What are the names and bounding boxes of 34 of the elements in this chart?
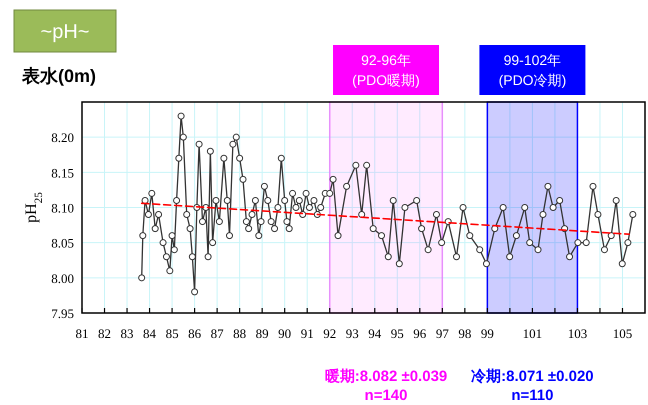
x-tick-label: 94 — [368, 326, 382, 341]
x-tick-label: 105 — [612, 326, 632, 341]
x-tick-label: 84 — [143, 326, 157, 341]
y-tick-label: 8.15 — [51, 165, 74, 180]
x-tick-label: 89 — [256, 326, 269, 341]
x-tick-label: 98 — [458, 326, 472, 341]
chart-subtitle: 表水(0m) — [21, 66, 96, 86]
chart-title: ~pH~ — [40, 21, 90, 43]
y-tick-label: 7.95 — [51, 306, 74, 321]
x-tick-label: 99 — [480, 326, 494, 341]
x-tick-label: 85 — [166, 326, 179, 341]
x-tick-label: 101 — [522, 326, 542, 341]
x-tick-label: 87 — [210, 326, 224, 341]
x-tick-label: 97 — [436, 326, 450, 341]
text: 冷期:8.071 ±0.020 n=110 — [471, 368, 594, 404]
y-tick-label: 8.05 — [51, 236, 74, 251]
x-tick-label: 86 — [188, 326, 202, 341]
y-tick-label: 8.20 — [51, 130, 74, 146]
x-tick-label: 81 — [76, 326, 88, 341]
x-tick-label: 95 — [390, 326, 404, 341]
y-tick-label: 8.10 — [51, 200, 74, 216]
y-tick-label: 8.00 — [51, 270, 74, 286]
x-tick-label: 88 — [233, 326, 246, 341]
x-tick-label: 92 — [323, 326, 336, 341]
x-tick-label: 93 — [346, 326, 359, 341]
x-tick-label: 82 — [98, 326, 112, 341]
band-label: 92-96年 (PDO暖期) — [352, 52, 420, 88]
x-tick-label: 91 — [300, 326, 314, 341]
x-tick-label: 96 — [413, 326, 427, 341]
x-tick-label: 83 — [120, 326, 134, 341]
x-tick-label: 103 — [568, 326, 588, 341]
text: 暖期:8.082 ±0.039 n=140 — [324, 368, 448, 404]
x-tick-label: 90 — [278, 326, 292, 341]
band-label: 99-102年 (PDO冷期) — [498, 52, 566, 88]
